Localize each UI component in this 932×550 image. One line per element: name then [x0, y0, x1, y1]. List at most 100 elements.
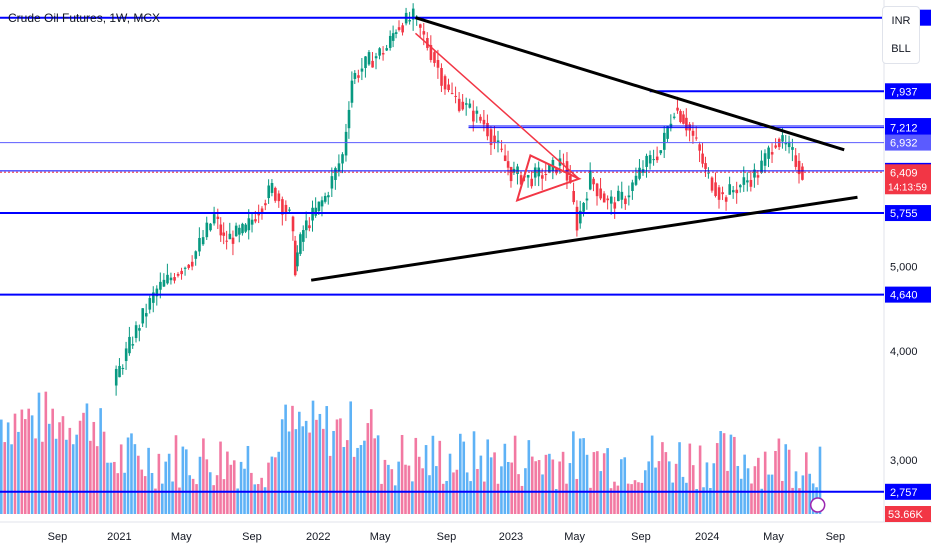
- candle-body: [735, 189, 739, 194]
- candle-body: [763, 153, 767, 166]
- candle-body: [225, 240, 229, 242]
- candle-body: [228, 233, 232, 240]
- volume-bar: [17, 431, 20, 514]
- candle-body: [663, 132, 666, 150]
- candle-body: [155, 288, 159, 297]
- volume-bar: [174, 435, 178, 514]
- candle-body: [742, 177, 746, 185]
- candle-body: [562, 163, 565, 165]
- candle-body: [519, 175, 523, 185]
- volume-bar: [709, 487, 712, 514]
- volume-bar: [27, 408, 31, 514]
- price-level-label: 2,757: [890, 487, 918, 499]
- volume-bar: [328, 455, 332, 514]
- volume-bar: [294, 429, 298, 514]
- volume-bar: [68, 427, 72, 514]
- candle-body: [264, 203, 267, 206]
- candle-body: [486, 122, 489, 137]
- candle-body: [617, 190, 620, 202]
- candle-body: [631, 182, 634, 191]
- pennant-pole: [414, 32, 580, 180]
- candle-body: [704, 163, 707, 169]
- candle-body: [277, 193, 281, 202]
- candle-body: [371, 60, 374, 68]
- candle-body: [627, 195, 631, 198]
- price-level-tag: [885, 205, 931, 222]
- volume-bar: [578, 438, 582, 514]
- candle-body: [260, 208, 264, 213]
- volume-bar: [284, 404, 287, 514]
- volume-bar: [428, 475, 431, 514]
- volume-bar: [332, 430, 335, 514]
- price-level-tag: [885, 134, 931, 151]
- volume-bar: [654, 467, 657, 514]
- candle-body: [347, 109, 351, 129]
- volume-bar: [191, 478, 195, 514]
- candle-body: [411, 8, 415, 20]
- volume-bar: [167, 453, 171, 514]
- volume-bar: [198, 456, 202, 514]
- candle-body: [516, 166, 519, 174]
- candle-body: [506, 161, 510, 168]
- candle-body: [461, 101, 465, 110]
- candle-body: [548, 163, 551, 173]
- candle-body: [357, 75, 360, 78]
- candle-body: [209, 223, 212, 231]
- pennant-triangle: [515, 154, 582, 203]
- candle-body: [592, 178, 595, 185]
- volume-bar: [469, 481, 472, 514]
- volume-bar: [20, 409, 24, 514]
- candle-body: [450, 93, 454, 95]
- volume-bar: [733, 436, 736, 514]
- candle-body: [254, 219, 257, 222]
- candle-body: [746, 180, 749, 183]
- candle-body: [472, 110, 475, 122]
- volume-bar: [441, 483, 445, 514]
- candle-body: [774, 145, 777, 148]
- currency-selector[interactable]: INR BLL: [882, 6, 920, 64]
- volume-bar: [393, 485, 397, 514]
- volume-bar: [493, 452, 496, 514]
- candle-body: [388, 35, 392, 48]
- candle-body: [784, 142, 788, 145]
- volume-bar: [359, 445, 363, 514]
- volume-bar: [123, 472, 126, 514]
- candle-body: [724, 197, 728, 202]
- candle-body: [582, 202, 585, 212]
- candle-body: [341, 154, 344, 164]
- volume-bar: [157, 453, 161, 514]
- volume-bar: [376, 435, 380, 514]
- volume-bar: [712, 463, 716, 514]
- candle-body: [634, 175, 638, 185]
- volume-bar: [688, 443, 692, 514]
- volume-bar: [219, 441, 222, 514]
- volume-bar: [37, 392, 41, 514]
- candle-body: [620, 191, 624, 200]
- time-tick-label: Sep: [826, 531, 846, 543]
- candle-body: [575, 206, 579, 231]
- volume-bar: [308, 432, 311, 514]
- candle-body: [159, 281, 162, 290]
- unit-label[interactable]: BLL: [891, 43, 911, 55]
- volume-bar: [801, 475, 805, 514]
- volume-bar: [106, 462, 109, 514]
- volume-bar: [349, 401, 353, 514]
- candle-body: [609, 196, 613, 204]
- candle-body: [198, 237, 201, 252]
- volume-bar: [291, 405, 294, 514]
- candle-body: [701, 153, 704, 164]
- volume-bar: [363, 440, 366, 514]
- volume-bar: [739, 478, 743, 514]
- candle-body: [131, 344, 135, 346]
- candle-body: [749, 179, 753, 187]
- volume-bar: [472, 431, 476, 514]
- currency-label[interactable]: INR: [891, 15, 911, 27]
- volume-bar: [678, 442, 681, 514]
- candle-body: [327, 195, 330, 198]
- volume-bar: [383, 459, 387, 514]
- candle-body: [334, 168, 337, 180]
- candle-body: [353, 72, 357, 79]
- volume-bar: [411, 481, 414, 514]
